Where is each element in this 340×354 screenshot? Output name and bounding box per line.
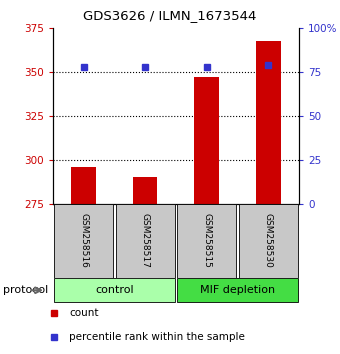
Text: GSM258516: GSM258516 <box>79 213 88 268</box>
Bar <box>177 204 236 278</box>
Text: percentile rank within the sample: percentile rank within the sample <box>69 332 245 342</box>
Text: MIF depletion: MIF depletion <box>200 285 275 295</box>
Text: GSM258530: GSM258530 <box>264 213 273 268</box>
Bar <box>116 204 175 278</box>
Text: GSM258517: GSM258517 <box>141 213 150 268</box>
Text: protocol: protocol <box>3 285 49 295</box>
Bar <box>71 167 96 204</box>
Bar <box>54 278 175 302</box>
Text: count: count <box>69 308 99 318</box>
Bar <box>177 278 298 302</box>
Bar <box>133 177 157 204</box>
Bar <box>54 204 113 278</box>
Bar <box>239 204 298 278</box>
Bar <box>194 78 219 204</box>
Text: GDS3626 / ILMN_1673544: GDS3626 / ILMN_1673544 <box>83 9 257 22</box>
Bar <box>256 41 281 204</box>
Text: control: control <box>95 285 134 295</box>
Text: GSM258515: GSM258515 <box>202 213 211 268</box>
